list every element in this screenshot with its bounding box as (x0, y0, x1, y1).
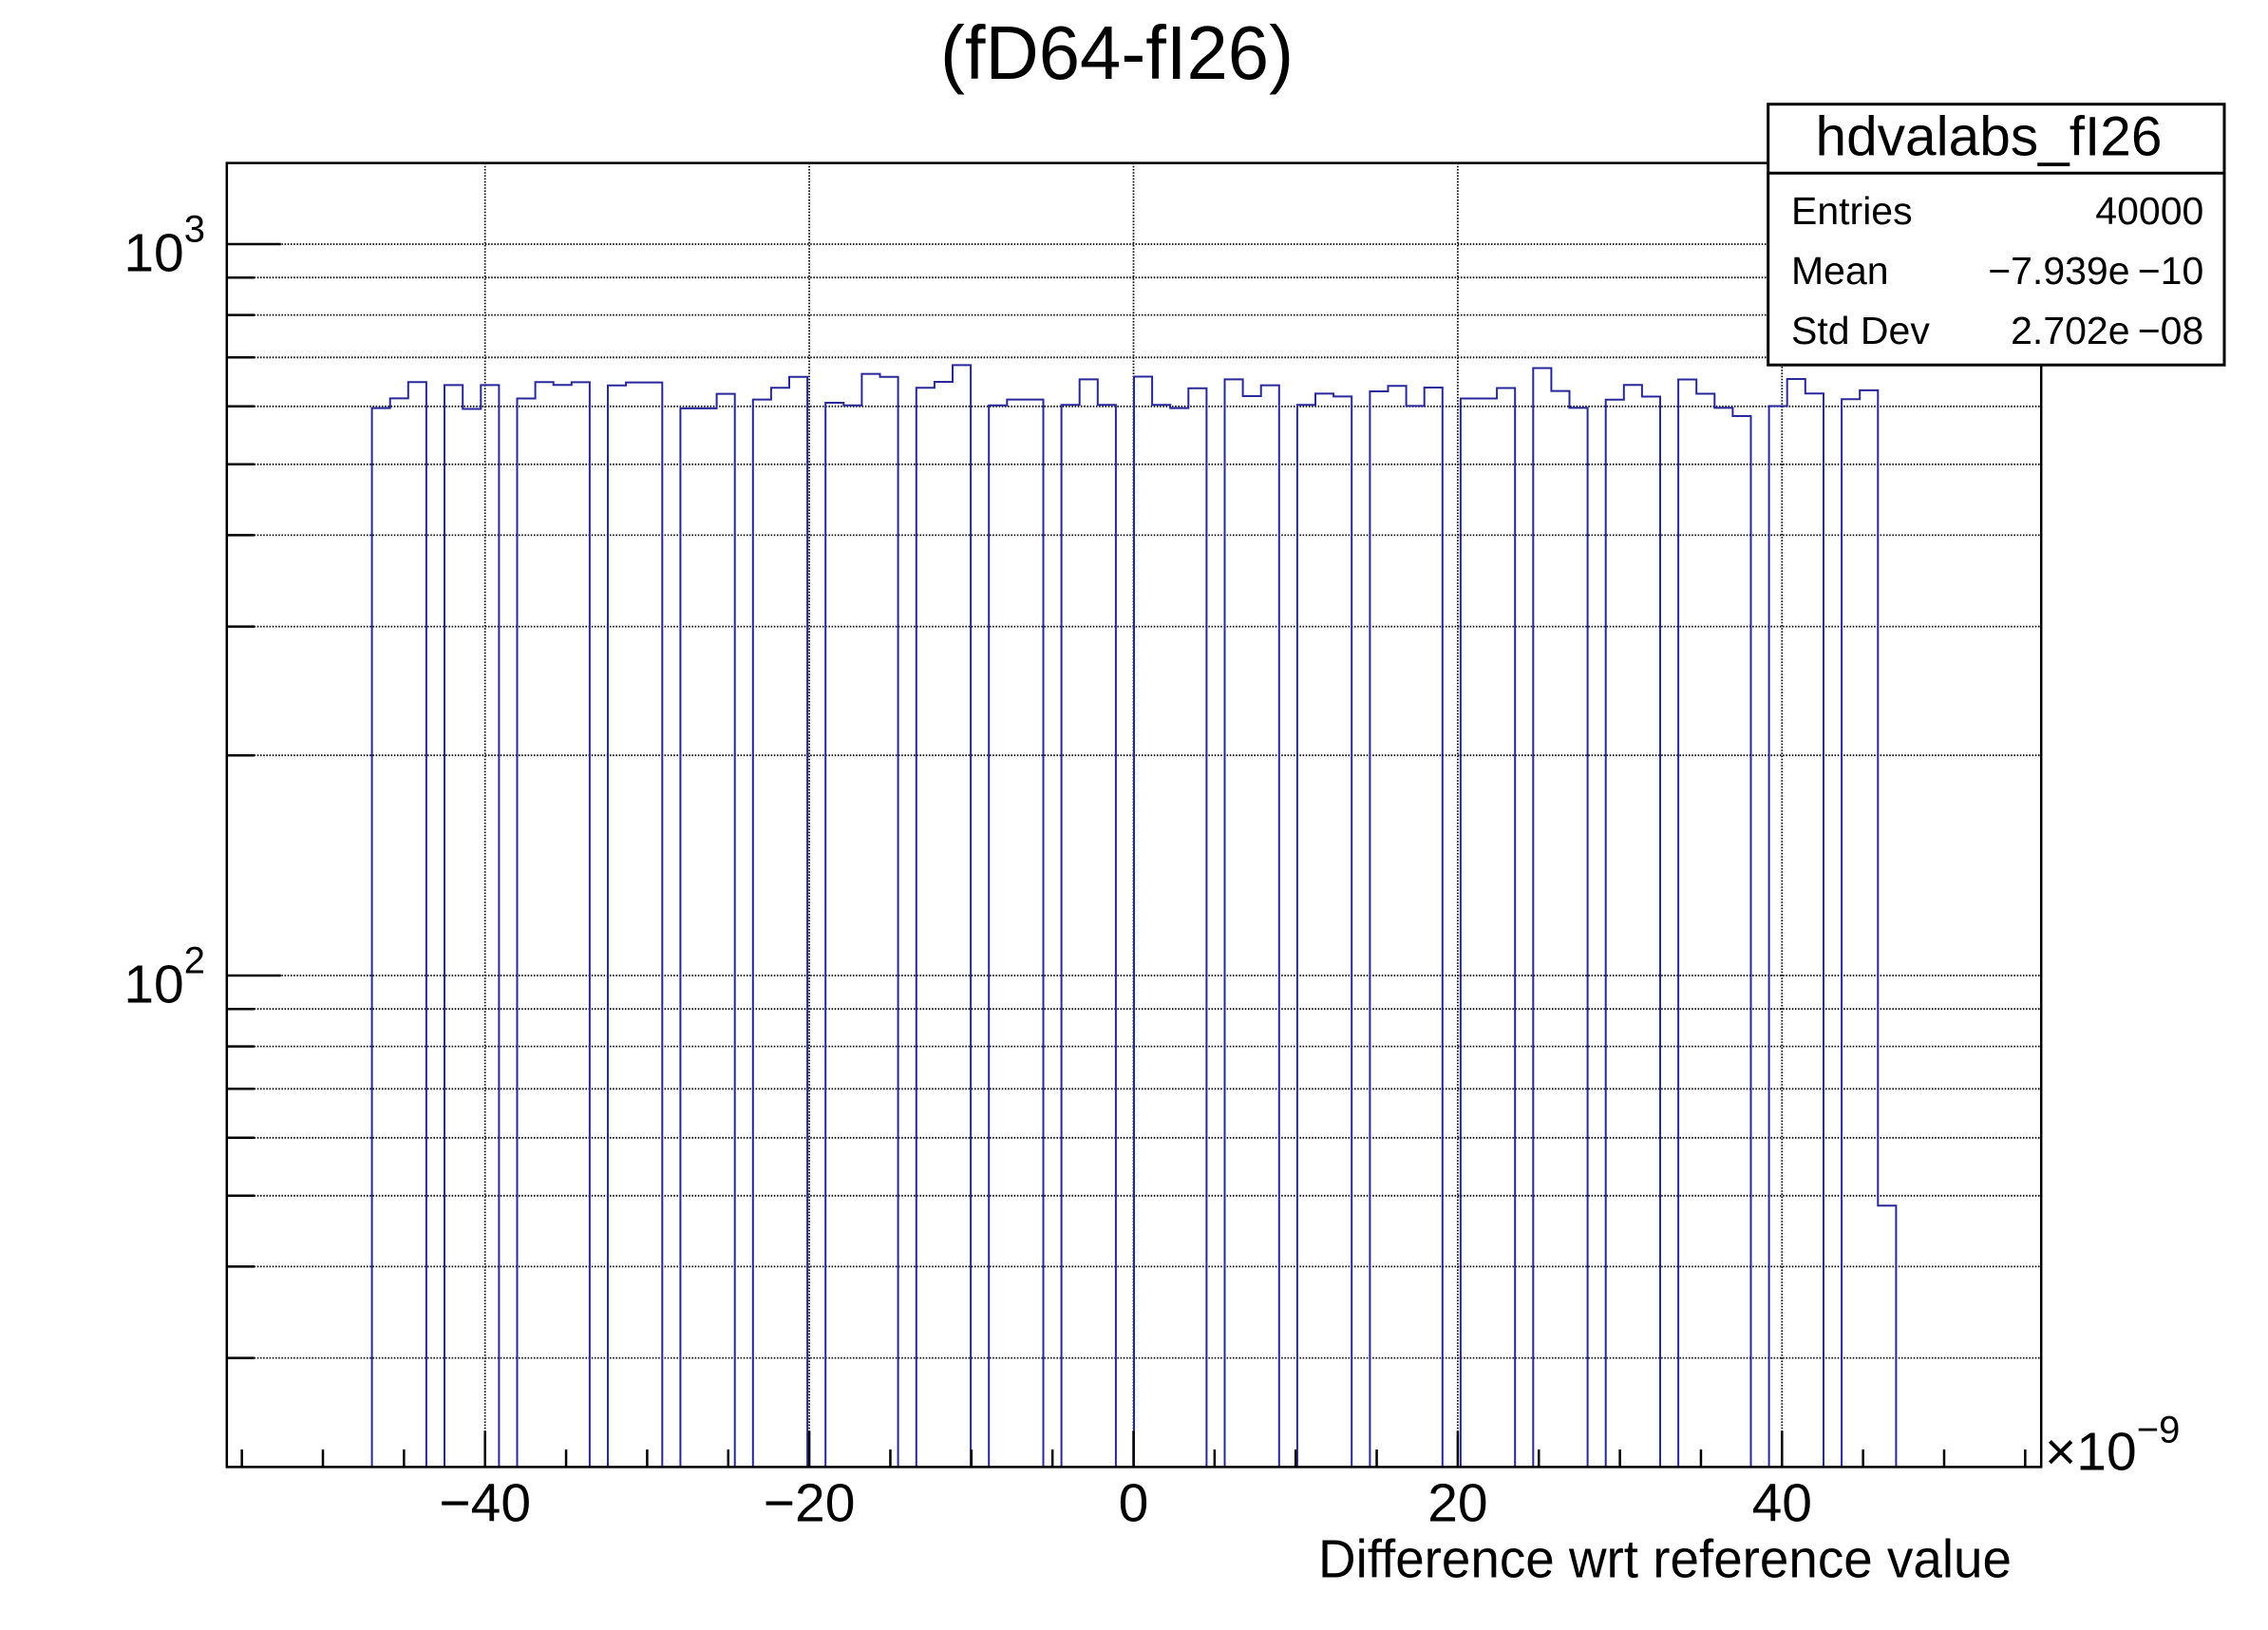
svg-text:hdvalabs_fI26: hdvalabs_fI26 (1816, 106, 2163, 168)
svg-text:Entries: Entries (1791, 189, 1913, 233)
svg-text:Mean: Mean (1791, 249, 1889, 293)
svg-text:2.702e −08: 2.702e −08 (2011, 309, 2203, 352)
svg-text:Difference wrt reference value: Difference wrt reference value (1318, 1528, 2012, 1589)
svg-text:−20: −20 (764, 1473, 856, 1534)
svg-text:40: 40 (1752, 1473, 1812, 1534)
svg-text:Std Dev: Std Dev (1791, 309, 1930, 352)
svg-text:0: 0 (1119, 1473, 1149, 1534)
svg-text:40000: 40000 (2095, 189, 2203, 233)
svg-text:20: 20 (1427, 1473, 1487, 1534)
svg-text:(fD64-fI26): (fD64-fI26) (940, 10, 1294, 95)
svg-text:−40: −40 (439, 1473, 531, 1534)
svg-text:−7.939e −10: −7.939e −10 (1988, 249, 2203, 293)
